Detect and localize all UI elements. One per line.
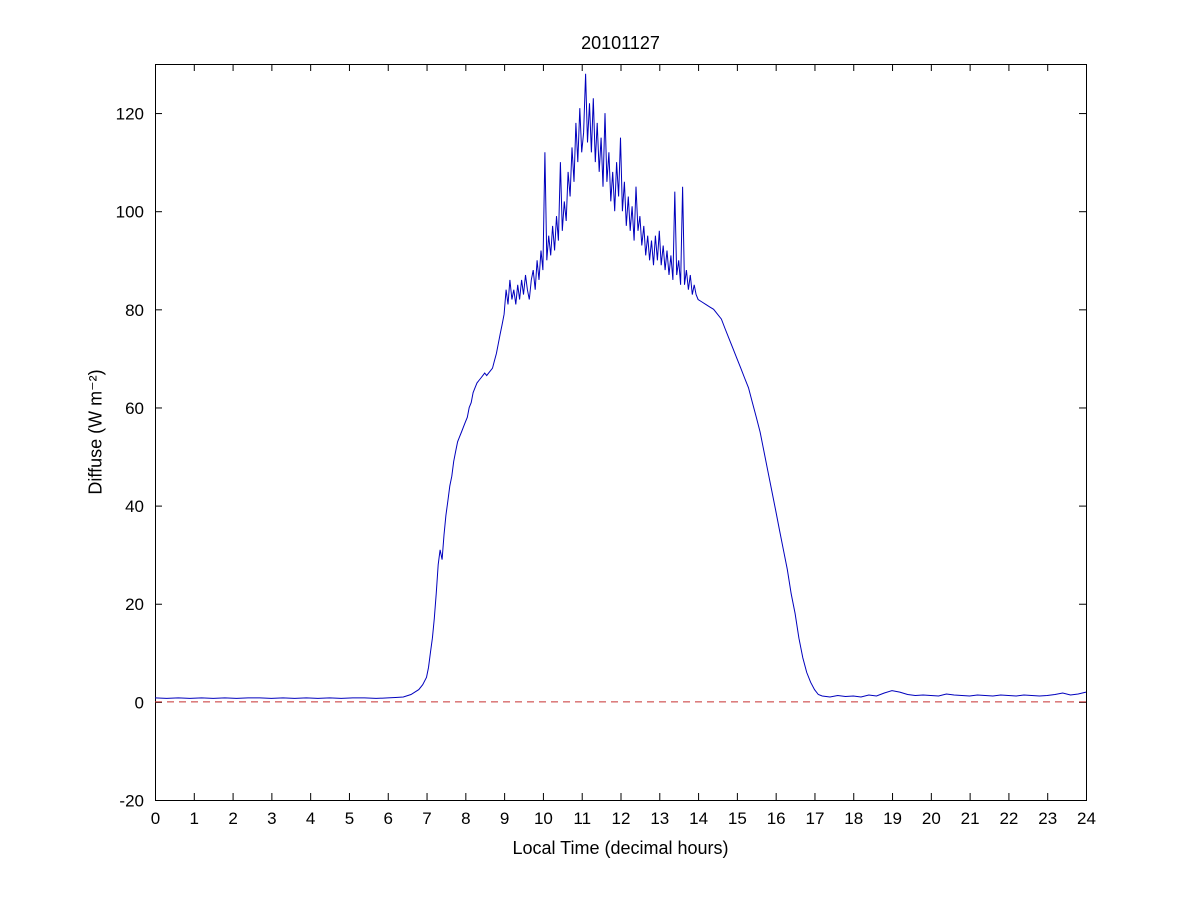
y-tick-label: -20 — [119, 792, 144, 811]
y-tick-label: 60 — [125, 399, 144, 418]
x-tick-label: 6 — [384, 809, 393, 828]
x-tick-label: 14 — [689, 809, 708, 828]
x-tick-label: 7 — [422, 809, 431, 828]
x-tick-label: 21 — [961, 809, 980, 828]
y-tick-label: 120 — [116, 105, 144, 124]
y-tick-label: 20 — [125, 595, 144, 614]
diffuse-line — [154, 73, 1087, 699]
x-tick-label: 15 — [728, 809, 747, 828]
x-tick-label: 12 — [612, 809, 631, 828]
x-tick-label: 5 — [345, 809, 354, 828]
x-axis-label: Local Time (decimal hours) — [512, 838, 729, 858]
x-tick-label: 10 — [534, 809, 553, 828]
x-tick-label: 3 — [267, 809, 276, 828]
y-tick-label: 100 — [116, 203, 144, 222]
x-tick-label: 2 — [228, 809, 237, 828]
plot-box — [155, 64, 1087, 801]
y-tick-label: 40 — [125, 497, 144, 516]
x-tick-label: 17 — [805, 809, 824, 828]
x-tick-label: 19 — [883, 809, 902, 828]
x-tick-label: 0 — [151, 809, 160, 828]
x-tick-label: 20 — [922, 809, 941, 828]
x-tick-label: 1 — [190, 809, 199, 828]
x-tick-label: 23 — [1038, 809, 1057, 828]
x-tick-label: 13 — [650, 809, 669, 828]
x-tick-label: 9 — [500, 809, 509, 828]
x-tick-label: 11 — [573, 809, 591, 828]
y-tick-label: 0 — [135, 693, 144, 712]
x-tick-label: 4 — [306, 809, 315, 828]
y-axis-label: Diffuse (W m⁻²) — [85, 369, 106, 495]
x-tick-label: 24 — [1077, 809, 1096, 828]
x-tick-label: 8 — [461, 809, 470, 828]
chart-title: 20101127 — [581, 33, 660, 53]
y-tick-label: 80 — [125, 301, 144, 320]
x-tick-label: 16 — [767, 809, 786, 828]
x-tick-label: 22 — [999, 809, 1018, 828]
x-tick-label: 18 — [844, 809, 863, 828]
